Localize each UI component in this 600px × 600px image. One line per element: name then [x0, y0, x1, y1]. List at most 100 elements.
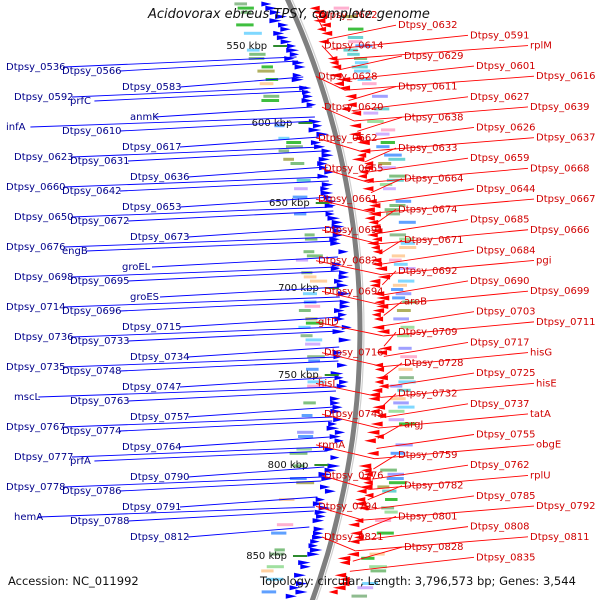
cog-category-block	[389, 233, 407, 237]
reverse-strand-feature	[369, 282, 381, 288]
cog-category-block	[390, 397, 406, 401]
cog-category-block	[266, 577, 284, 581]
reverse-strand-feature	[374, 266, 388, 272]
gene-label-reverse: Dtpsy_0782	[404, 481, 464, 492]
reverse-strand-feature	[353, 501, 367, 507]
gene-label-reverse: Dtpsy_0668	[530, 163, 590, 174]
label-connector-reverse	[377, 219, 469, 235]
label-connector-forward	[179, 376, 338, 388]
cog-category-block	[296, 178, 311, 182]
reverse-strand-feature	[316, 14, 328, 20]
cog-category-block	[383, 187, 396, 191]
cog-category-block	[305, 342, 321, 346]
cog-category-block	[259, 82, 274, 86]
forward-strand-feature	[334, 429, 346, 435]
gene-label-forward: Dtpsy_0695	[70, 276, 130, 287]
label-connector-reverse	[321, 106, 355, 122]
reverse-strand-feature	[332, 585, 346, 591]
reverse-strand-feature	[364, 438, 376, 444]
label-connector-reverse	[366, 157, 469, 173]
reverse-strand-feature	[369, 278, 381, 284]
cog-category-block	[347, 27, 364, 31]
gene-label-forward: Dtpsy_0774	[62, 426, 122, 437]
cog-category-block	[294, 187, 308, 191]
label-connector-forward	[38, 506, 315, 518]
label-connector-reverse	[321, 290, 384, 306]
reverse-strand-feature	[337, 581, 350, 587]
scale-tick-label: 650 kbp	[269, 198, 310, 209]
label-connector-forward	[159, 286, 340, 298]
forward-strand-feature	[292, 72, 302, 78]
cog-category-block	[397, 334, 410, 338]
forward-strand-feature	[321, 476, 334, 482]
cog-category-block	[388, 409, 405, 413]
gene-label-reverse: Dtpsy_0717	[470, 337, 530, 348]
gene-label-reverse: Dtpsy_0716	[324, 348, 384, 359]
label-connector-reverse	[383, 311, 475, 327]
cog-category-block	[393, 317, 409, 321]
forward-strand-feature	[320, 190, 334, 196]
gene-label-reverse: Dtpsy_0614	[324, 41, 384, 52]
gene-label-reverse: rplU	[530, 470, 551, 481]
cog-category-block	[296, 481, 315, 485]
label-connector-reverse	[348, 86, 397, 102]
forward-strand-feature	[328, 421, 338, 427]
label-connector-reverse	[382, 280, 469, 296]
reverse-strand-feature	[369, 203, 381, 209]
forward-strand-feature	[324, 488, 336, 494]
cog-category-block	[283, 157, 294, 161]
label-connector-reverse	[357, 116, 403, 132]
label-connector-reverse	[315, 198, 375, 214]
forward-strand-feature	[324, 169, 335, 175]
reverse-strand-feature	[333, 81, 345, 87]
forward-strand-feature	[315, 497, 326, 503]
reverse-strand-feature	[331, 64, 342, 70]
forward-strand-feature	[302, 89, 312, 95]
cog-category-block	[261, 569, 274, 573]
reverse-strand-feature	[378, 383, 389, 389]
forward-strand-feature	[333, 417, 343, 423]
gene-label-reverse: Dtpsy_0662	[318, 133, 378, 144]
forward-strand-feature	[286, 47, 300, 53]
label-connector-reverse	[382, 362, 403, 378]
forward-strand-feature	[321, 148, 332, 154]
label-connector-reverse	[345, 75, 535, 91]
cog-category-block	[257, 69, 275, 73]
gene-label-reverse: Dtpsy_0661	[318, 194, 378, 205]
label-connector-reverse	[315, 76, 346, 91]
label-connector-reverse	[315, 14, 324, 30]
gene-label-forward: Dtpsy_0610	[62, 126, 122, 137]
label-connector-reverse	[375, 209, 397, 224]
cog-category-block	[292, 195, 308, 199]
cog-category-block	[357, 586, 374, 590]
cog-category-block	[388, 157, 406, 161]
reverse-strand-feature	[376, 350, 388, 356]
gene-label-reverse: rplM	[530, 41, 552, 52]
cog-category-block	[300, 334, 313, 338]
reverse-strand-feature	[374, 299, 385, 305]
cog-category-block	[389, 174, 407, 178]
cog-category-block	[347, 52, 360, 56]
gene-label-forward: Dtpsy_0786	[62, 486, 122, 497]
forward-strand-feature	[275, 14, 288, 20]
forward-strand-feature	[334, 375, 344, 381]
label-connector-reverse	[380, 393, 397, 408]
cog-category-block	[286, 141, 302, 144]
gene-label-forward: Dtpsy_0764	[122, 442, 182, 453]
forward-strand-feature	[326, 425, 340, 431]
forward-strand-feature	[339, 379, 349, 385]
forward-strand-feature	[321, 152, 334, 158]
gene-label-reverse: Dtpsy_0785	[476, 491, 536, 502]
gene-label-reverse: Dtpsy_0620	[324, 102, 384, 113]
gene-label-reverse: Dtpsy_0667	[536, 194, 596, 205]
label-connector-reverse	[358, 526, 469, 542]
label-connector-forward	[86, 240, 337, 252]
label-connector-reverse	[331, 34, 469, 50]
reverse-strand-feature	[370, 245, 380, 251]
cog-category-block	[234, 2, 248, 6]
gene-label-forward: Dtpsy_0791	[122, 502, 182, 513]
cog-category-block	[353, 69, 371, 73]
label-connector-reverse	[380, 403, 469, 419]
gene-label-reverse: Dtpsy_0659	[470, 153, 530, 164]
reverse-strand-feature	[362, 186, 374, 192]
